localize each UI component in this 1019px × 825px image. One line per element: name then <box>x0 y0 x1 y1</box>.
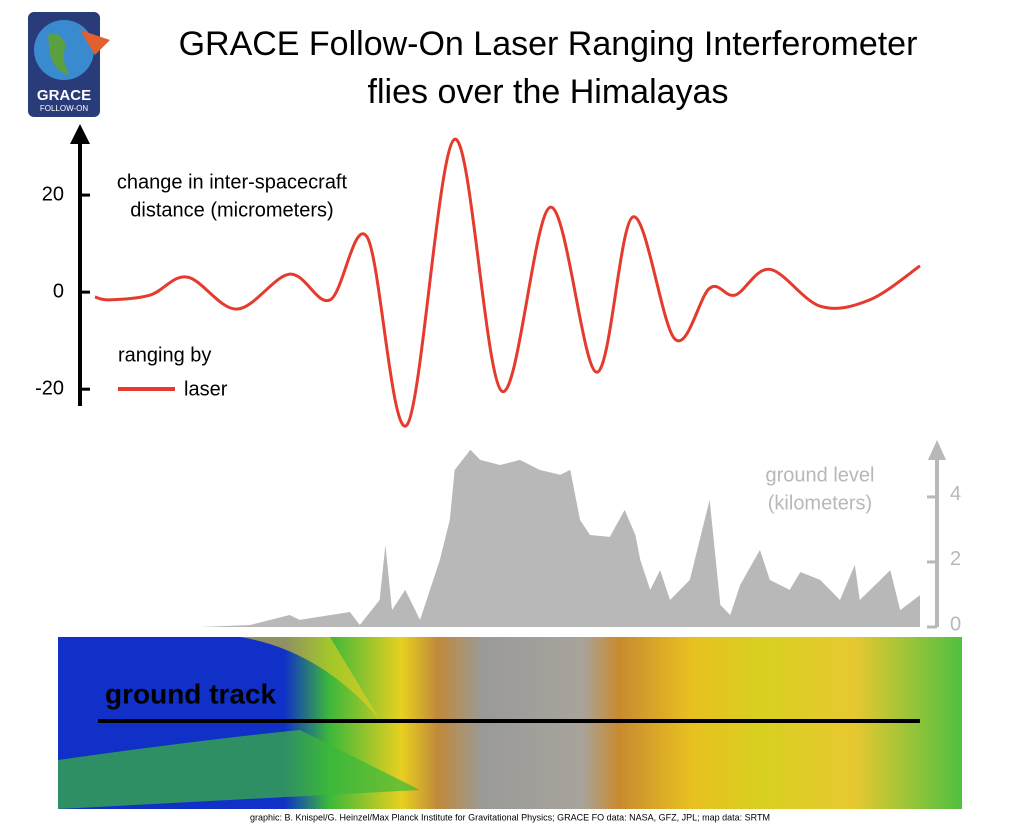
y-tick-label: 0 <box>53 280 64 302</box>
ground-track-label: ground track <box>105 678 277 709</box>
y-axis-arrow <box>928 440 946 460</box>
terrain-patch <box>58 730 420 809</box>
data-line <box>94 137 921 428</box>
terrain-patch <box>240 637 380 720</box>
logo-subtext: FOLLOW-ON <box>40 104 89 113</box>
y-tick-label: 2 <box>950 548 961 570</box>
y-tick-label: -20 <box>35 377 64 399</box>
map: ground track <box>58 637 962 809</box>
y-axis-label: distance (micrometers) <box>130 199 333 221</box>
y-tick-label: 20 <box>42 183 64 205</box>
y-axis-label: change in inter-spacecraft <box>117 171 348 193</box>
y-axis-arrow <box>70 124 90 144</box>
logo-land <box>48 33 70 75</box>
y-axis-label: (kilometers) <box>768 492 872 514</box>
credit: graphic: B. Knispel/G. Heinzel/Max Planc… <box>250 812 770 822</box>
elevation-area <box>95 449 920 627</box>
logo: GRACE FOLLOW-ON <box>28 12 110 117</box>
logo-text: GRACE <box>37 87 91 104</box>
title: flies over the Himalayas <box>368 73 729 111</box>
legend-label: laser <box>184 378 228 400</box>
y-axis-label: ground level <box>766 464 875 486</box>
y-tick-label: 0 <box>950 613 961 635</box>
title: GRACE Follow-On Laser Ranging Interferom… <box>179 25 918 63</box>
legend-title: ranging by <box>118 344 211 366</box>
logo-spacecraft <box>80 30 110 55</box>
y-tick-label: 4 <box>950 483 961 505</box>
